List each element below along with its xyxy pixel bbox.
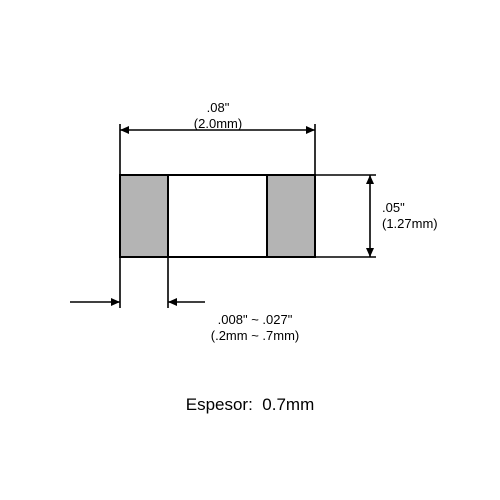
height-inches: .05" [382,200,405,215]
thickness-prefix: Espesor: [186,395,253,414]
height-mm: (1.27mm) [382,216,438,231]
width-inches: .08" [207,100,230,115]
thickness-note: Espesor: 0.7mm [130,395,370,415]
diagram-stage: .08" (2.0mm) .05" (1.27mm) .008" ~ .027"… [0,0,500,500]
height-dimension-label: .05" (1.27mm) [382,200,438,233]
thickness-value: 0.7mm [262,395,314,414]
pad-mm: (.2mm ~ .7mm) [211,328,299,343]
pad-inches: .008" ~ .027" [218,312,293,327]
width-mm: (2.0mm) [194,116,242,131]
dimension-drawing [0,0,500,500]
pad-dimension-label: .008" ~ .027" (.2mm ~ .7mm) [155,312,355,345]
width-dimension-label: .08" (2.0mm) [118,100,318,133]
